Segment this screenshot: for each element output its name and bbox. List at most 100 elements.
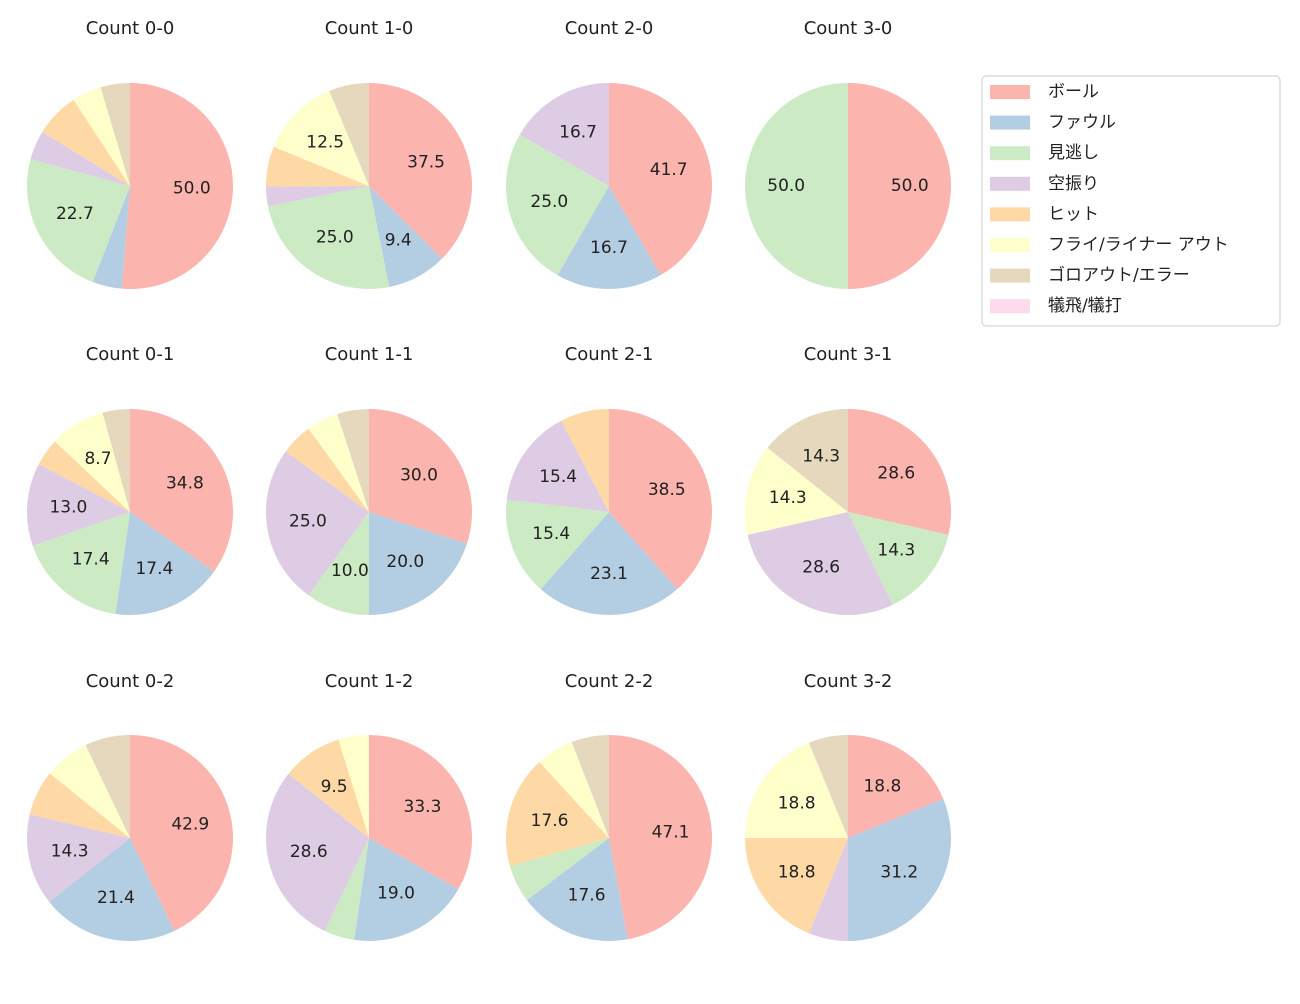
value-label: 9.4 [385,230,412,250]
value-label: 25.0 [530,192,568,212]
value-label: 18.8 [778,794,816,814]
pie-slice [745,83,848,289]
pie-slice [308,414,369,512]
pie-slice [49,745,130,838]
pie-slice [609,83,712,276]
chart-title: Count 3-2 [804,671,893,692]
pie-slice [848,735,944,838]
value-label: 15.4 [539,467,577,487]
pie-slice [540,512,678,615]
value-label: 17.4 [135,559,173,579]
pie-slice [266,451,369,596]
pie-slice [273,90,369,186]
value-label: 25.0 [316,227,354,247]
chart-title: Count 0-1 [86,344,175,365]
pie-slice [571,735,609,838]
legend-swatch [990,299,1030,314]
pie-slice [848,798,951,941]
chart-title: Count 0-2 [86,671,175,692]
pie-slice [808,735,848,838]
pie-slice [369,186,443,287]
pie-slice [130,409,233,572]
pie-slice [26,814,130,902]
pie-slice [848,409,951,535]
pie-slice [102,409,130,512]
chart-title: Count 1-1 [325,344,414,365]
value-label: 21.4 [97,888,135,908]
chart-title: Count 2-0 [565,18,654,39]
value-label: 8.7 [84,449,111,469]
value-label: 18.8 [778,862,816,882]
pie-slice [265,146,369,187]
pie-slice [338,735,369,838]
value-label: 37.5 [407,152,445,172]
pie-slice [808,838,848,941]
pie-slice [266,186,369,207]
value-label: 17.4 [72,550,110,570]
pie-slice [308,512,369,615]
legend-label: ボール [1048,82,1099,102]
value-label: 20.0 [386,552,424,572]
value-label: 28.6 [802,558,840,578]
value-label: 22.7 [56,204,94,224]
legend-label: ヒット [1048,204,1099,224]
pie-slice [32,512,131,614]
value-label: 38.5 [648,480,686,500]
pie-slice [285,428,369,512]
pie-slice [337,409,369,512]
pie-slice [49,838,175,941]
legend-label: 犠飛/犠打 [1048,296,1122,316]
pie-slice [288,739,369,838]
pie-slice [369,409,472,544]
chart-title: Count 3-1 [804,344,893,365]
chart-title: Count 3-0 [804,18,893,39]
pie-slice [26,159,130,283]
value-label: 19.0 [377,884,415,904]
pie-slice [38,441,130,512]
value-label: 14.3 [51,841,89,861]
pie-slice [73,87,130,186]
chart-title: Count 2-2 [565,671,654,692]
pie-slice [744,447,848,535]
pie-slice [324,838,369,940]
value-label: 30.0 [400,466,438,486]
pie-slice [506,762,609,867]
value-label: 12.5 [306,132,344,152]
pie-slice [85,735,130,838]
value-label: 28.6 [877,463,915,483]
pie-slice [121,83,233,289]
pie-slice [848,83,951,289]
pie-slice [265,773,369,931]
pie-slice [505,499,609,590]
value-label: 14.3 [877,541,915,561]
value-label: 15.4 [532,524,570,544]
pie-slice [539,741,609,838]
value-label: 33.3 [404,797,442,817]
pie-slice [745,838,848,934]
legend-label: ファウル [1048,113,1116,133]
pie-slice [92,186,130,289]
value-label: 16.7 [559,122,597,142]
pie-slice [354,838,459,941]
value-label: 9.5 [321,777,348,797]
pie-slice [100,83,130,186]
legend-swatch [990,115,1030,130]
pie-slice [609,735,712,940]
legend-swatch [990,146,1030,161]
pie-slice [369,83,472,259]
pie-slice [369,735,472,890]
pie-slice [745,742,848,838]
pie-slice [509,838,609,901]
value-label: 31.2 [880,862,918,882]
value-label: 41.7 [650,160,688,180]
legend-box [981,75,1281,327]
value-label: 25.0 [289,512,327,532]
value-label: 50.0 [891,176,929,196]
pie-slice [557,186,661,289]
pie-slice [115,512,214,615]
pie-slice [369,512,467,615]
legend-label: フライ/ライナー アウト [1048,235,1229,255]
legend-swatch [990,176,1030,191]
pie-slice [609,409,712,590]
